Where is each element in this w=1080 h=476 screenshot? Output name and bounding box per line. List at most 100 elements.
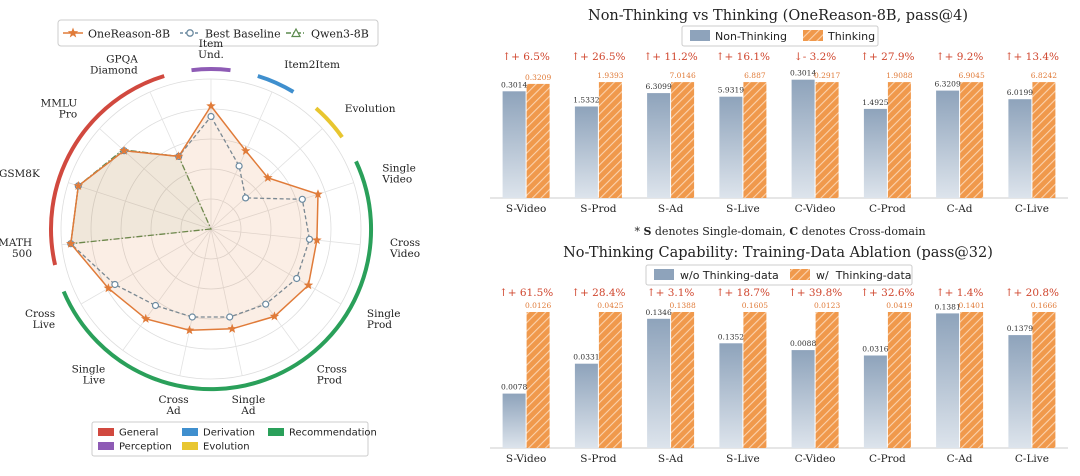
radar-point-onereason <box>313 189 323 199</box>
radar-axis-label: GPQA Diamond <box>90 54 138 77</box>
radar-point-baseline <box>235 162 243 170</box>
bar-chart-ablation-legend-box <box>645 264 913 286</box>
radar-axis-label-line: GSM8K <box>0 168 40 180</box>
bar-gain-label: ↑+ 32.6% <box>860 287 914 299</box>
bar-chart-thinking-legend: Non-Thinking Thinking <box>681 25 879 47</box>
radar-axis-label-line: Video <box>381 173 412 185</box>
group-legend-box <box>91 421 369 457</box>
bar-w-o-thinking-data <box>1008 335 1032 448</box>
bar-gain-label: ↑+ 26.5% <box>571 51 625 63</box>
bar-chart-ablation-title: No-Thinking Capability: Training-Data Ab… <box>563 245 993 261</box>
bar-thinking <box>815 82 839 198</box>
bar-category-label: S-Video <box>506 453 546 465</box>
radar-point-onereason <box>103 283 114 293</box>
bar-w-thinking-data <box>815 312 839 448</box>
bar-non-thinking <box>936 90 960 198</box>
bar-gain-label: ↑+ 13.4% <box>1005 51 1059 63</box>
legend-label-without: w/o Thinking-data <box>680 269 779 282</box>
radar-axis-label: MATH 500 <box>0 237 32 260</box>
bar-value-label: 0.1401 <box>958 301 984 310</box>
radar-point-onereason <box>312 235 322 245</box>
bar-w-o-thinking-data <box>863 355 887 448</box>
bar-value-label: 7.0146 <box>669 71 695 80</box>
legend-circle-icon <box>186 29 194 37</box>
bar-category-label: S-Video <box>506 203 546 215</box>
radar-axis-label: Single Ad <box>232 394 266 417</box>
radar-point-baseline <box>298 195 306 203</box>
radar-axis-label-line: Item2Item <box>284 59 340 71</box>
radar-axis-label-line: Single <box>367 308 401 320</box>
radar-category-arcs <box>49 67 374 392</box>
bar-non-thinking <box>719 96 743 198</box>
radar-axis-label: Evolution <box>345 103 396 115</box>
radar-series <box>66 101 323 335</box>
bar-category-label: C-Prod <box>869 453 906 465</box>
radar-point-onereason <box>206 101 216 111</box>
bar-value-label: 6.887 <box>744 71 766 80</box>
bar-category-label: C-Live <box>1015 453 1049 465</box>
legend-label-onereason: OneReason-8B <box>88 28 170 41</box>
radar-point-onereason <box>303 280 314 290</box>
bar-value-label: 0.1605 <box>742 301 768 310</box>
bar-w-o-thinking-data <box>502 393 526 448</box>
radar-point-baseline <box>188 313 196 321</box>
radar-axis-label: Cross Ad <box>159 394 189 417</box>
bar-category-label: C-Video <box>795 203 836 215</box>
bar-value-label: 6.0199 <box>1007 88 1033 97</box>
bar-w-o-thinking-data <box>936 313 960 448</box>
legend-label-baseline: Best Baseline <box>205 28 281 41</box>
legend-entry-onereason: OneReason-8B <box>63 27 170 41</box>
radar-axis-label-line: Diamond <box>90 65 138 77</box>
radar-axis-label-line: Item <box>199 38 224 50</box>
legend-label-thinking: Thinking <box>827 30 875 43</box>
bar-value-label: 0.2917 <box>814 71 840 80</box>
bar-w-thinking-data <box>598 312 622 448</box>
bar-value-label: 0.3014 <box>790 69 816 78</box>
radar-axis-label: MMLU Pro <box>40 98 77 121</box>
category-arc-general <box>49 74 165 266</box>
radar-spoke <box>179 228 212 376</box>
bar-category-label: S-Prod <box>580 203 617 215</box>
radar-axis-labels: Item Und. Item2Item Evolution Single Video Cro… <box>0 38 420 417</box>
radar-axis-label-line: MMLU <box>40 98 77 110</box>
radar-axis-label-line: MATH <box>0 237 32 249</box>
radar-axis-label: Item2Item <box>284 59 340 71</box>
category-arc-recommendation <box>61 160 374 392</box>
legend-swatch-without <box>654 269 674 280</box>
bar-value-label: 0.1352 <box>718 332 744 341</box>
radar-axis-label-line: Evolution <box>345 103 396 115</box>
radar-grid <box>60 78 362 380</box>
bar-w-thinking-data <box>526 312 550 448</box>
bar-thinking <box>887 82 911 198</box>
radar-spoke <box>68 182 212 230</box>
radar-axis-label: GSM8K <box>0 168 40 180</box>
radar-axis-label-line: Ad <box>165 405 181 417</box>
bar-w-thinking-data <box>960 312 984 448</box>
radar-spoke <box>122 228 212 351</box>
bar-value-label: 0.1379 <box>1007 324 1033 333</box>
bar-gain-label: ↑+ 11.2% <box>643 51 697 63</box>
group-label-recommendation: Recommendation <box>289 428 377 439</box>
radar-axis-label: Item Und. <box>198 38 224 61</box>
group-swatch-general <box>98 428 114 436</box>
radar-series-qwen3-8b <box>70 149 212 245</box>
radar-axis-label-line: Cross <box>317 364 347 376</box>
group-swatch-derivation <box>182 428 198 436</box>
bar-value-label: 6.3209 <box>934 80 960 89</box>
bar-value-label: 0.0331 <box>573 353 599 362</box>
bar-w-o-thinking-data <box>719 343 743 448</box>
group-label-perception: Perception <box>119 442 172 453</box>
radar-axis-label-line: Pro <box>59 109 77 121</box>
bar-chart-thinking-legend-box <box>681 25 879 47</box>
category-arc-derivation <box>257 74 295 94</box>
radar-axis-label-line: 500 <box>12 248 32 260</box>
bar-w-thinking-data <box>887 312 911 448</box>
bar-value-label: 1.9088 <box>886 71 912 80</box>
bar-chart-ablation: No-Thinking Capability: Training-Data Ab… <box>490 245 1068 465</box>
bar-gain-label: ↑+ 3.1% <box>647 287 695 299</box>
bar-gain-label: ↑+ 1.4% <box>936 287 984 299</box>
bar-thinking <box>743 82 767 198</box>
radar-axis-label-line: Video <box>389 248 420 260</box>
legend-star-icon <box>67 27 79 38</box>
radar-point-baseline <box>111 280 119 289</box>
